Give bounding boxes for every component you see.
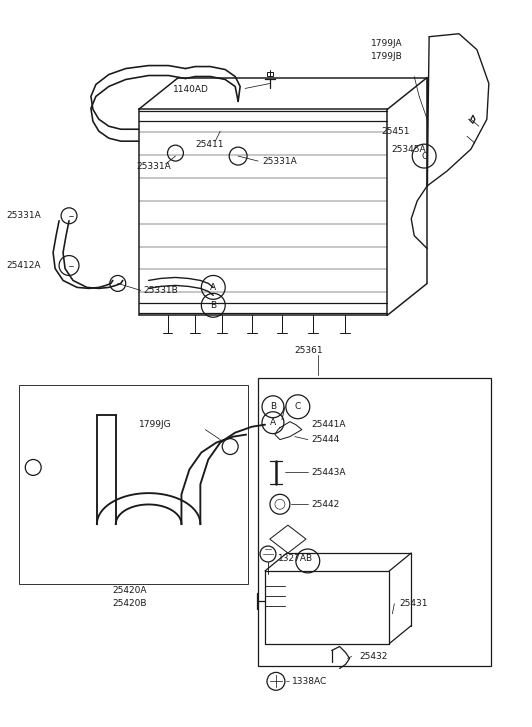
Text: A: A (270, 418, 276, 427)
Text: 1327AB: 1327AB (278, 555, 313, 563)
Bar (19, 385, 248, 584)
Text: 25331B: 25331B (144, 286, 178, 295)
Text: 1799JA: 1799JA (371, 39, 403, 48)
Text: B: B (210, 301, 217, 310)
Text: 25331A: 25331A (262, 156, 297, 166)
Bar (258, 378, 491, 667)
Text: C: C (295, 402, 301, 411)
Text: 25432: 25432 (360, 652, 388, 661)
Text: C: C (421, 152, 427, 161)
Text: B: B (270, 402, 276, 411)
Text: 25451: 25451 (381, 126, 410, 136)
Text: A: A (210, 283, 217, 292)
Text: 25420B: 25420B (113, 599, 147, 608)
Bar (267, 71, 273, 76)
Text: 1799JB: 1799JB (371, 52, 403, 61)
Text: 25431: 25431 (400, 599, 428, 608)
Text: 25411: 25411 (195, 140, 224, 148)
Text: 25441A: 25441A (312, 420, 346, 429)
Text: 25331A: 25331A (137, 161, 171, 171)
Text: 25345A: 25345A (392, 145, 426, 153)
Text: 25444: 25444 (312, 435, 340, 444)
Text: 25331A: 25331A (6, 212, 41, 220)
Text: 25442: 25442 (312, 499, 340, 509)
Text: 1140AD: 1140AD (172, 85, 209, 94)
Text: 1799JG: 1799JG (139, 420, 171, 429)
Text: 25361: 25361 (295, 345, 323, 355)
Text: 1338AC: 1338AC (292, 677, 327, 686)
Text: 25412A: 25412A (6, 261, 41, 270)
Text: 25420A: 25420A (113, 586, 147, 595)
Text: 25443A: 25443A (312, 468, 346, 477)
